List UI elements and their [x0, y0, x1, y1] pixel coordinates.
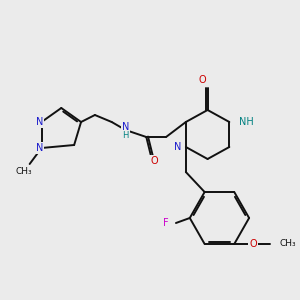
Text: CH₃: CH₃: [280, 239, 296, 248]
Text: O: O: [199, 75, 206, 85]
Text: NH: NH: [239, 117, 254, 127]
Text: O: O: [150, 156, 158, 166]
Text: N: N: [36, 117, 43, 127]
Text: N: N: [36, 143, 43, 153]
Text: H: H: [122, 130, 129, 140]
Text: O: O: [249, 239, 257, 249]
Text: N: N: [122, 122, 129, 132]
Text: CH₃: CH₃: [15, 167, 32, 176]
Text: N: N: [174, 142, 182, 152]
Text: F: F: [163, 218, 169, 228]
